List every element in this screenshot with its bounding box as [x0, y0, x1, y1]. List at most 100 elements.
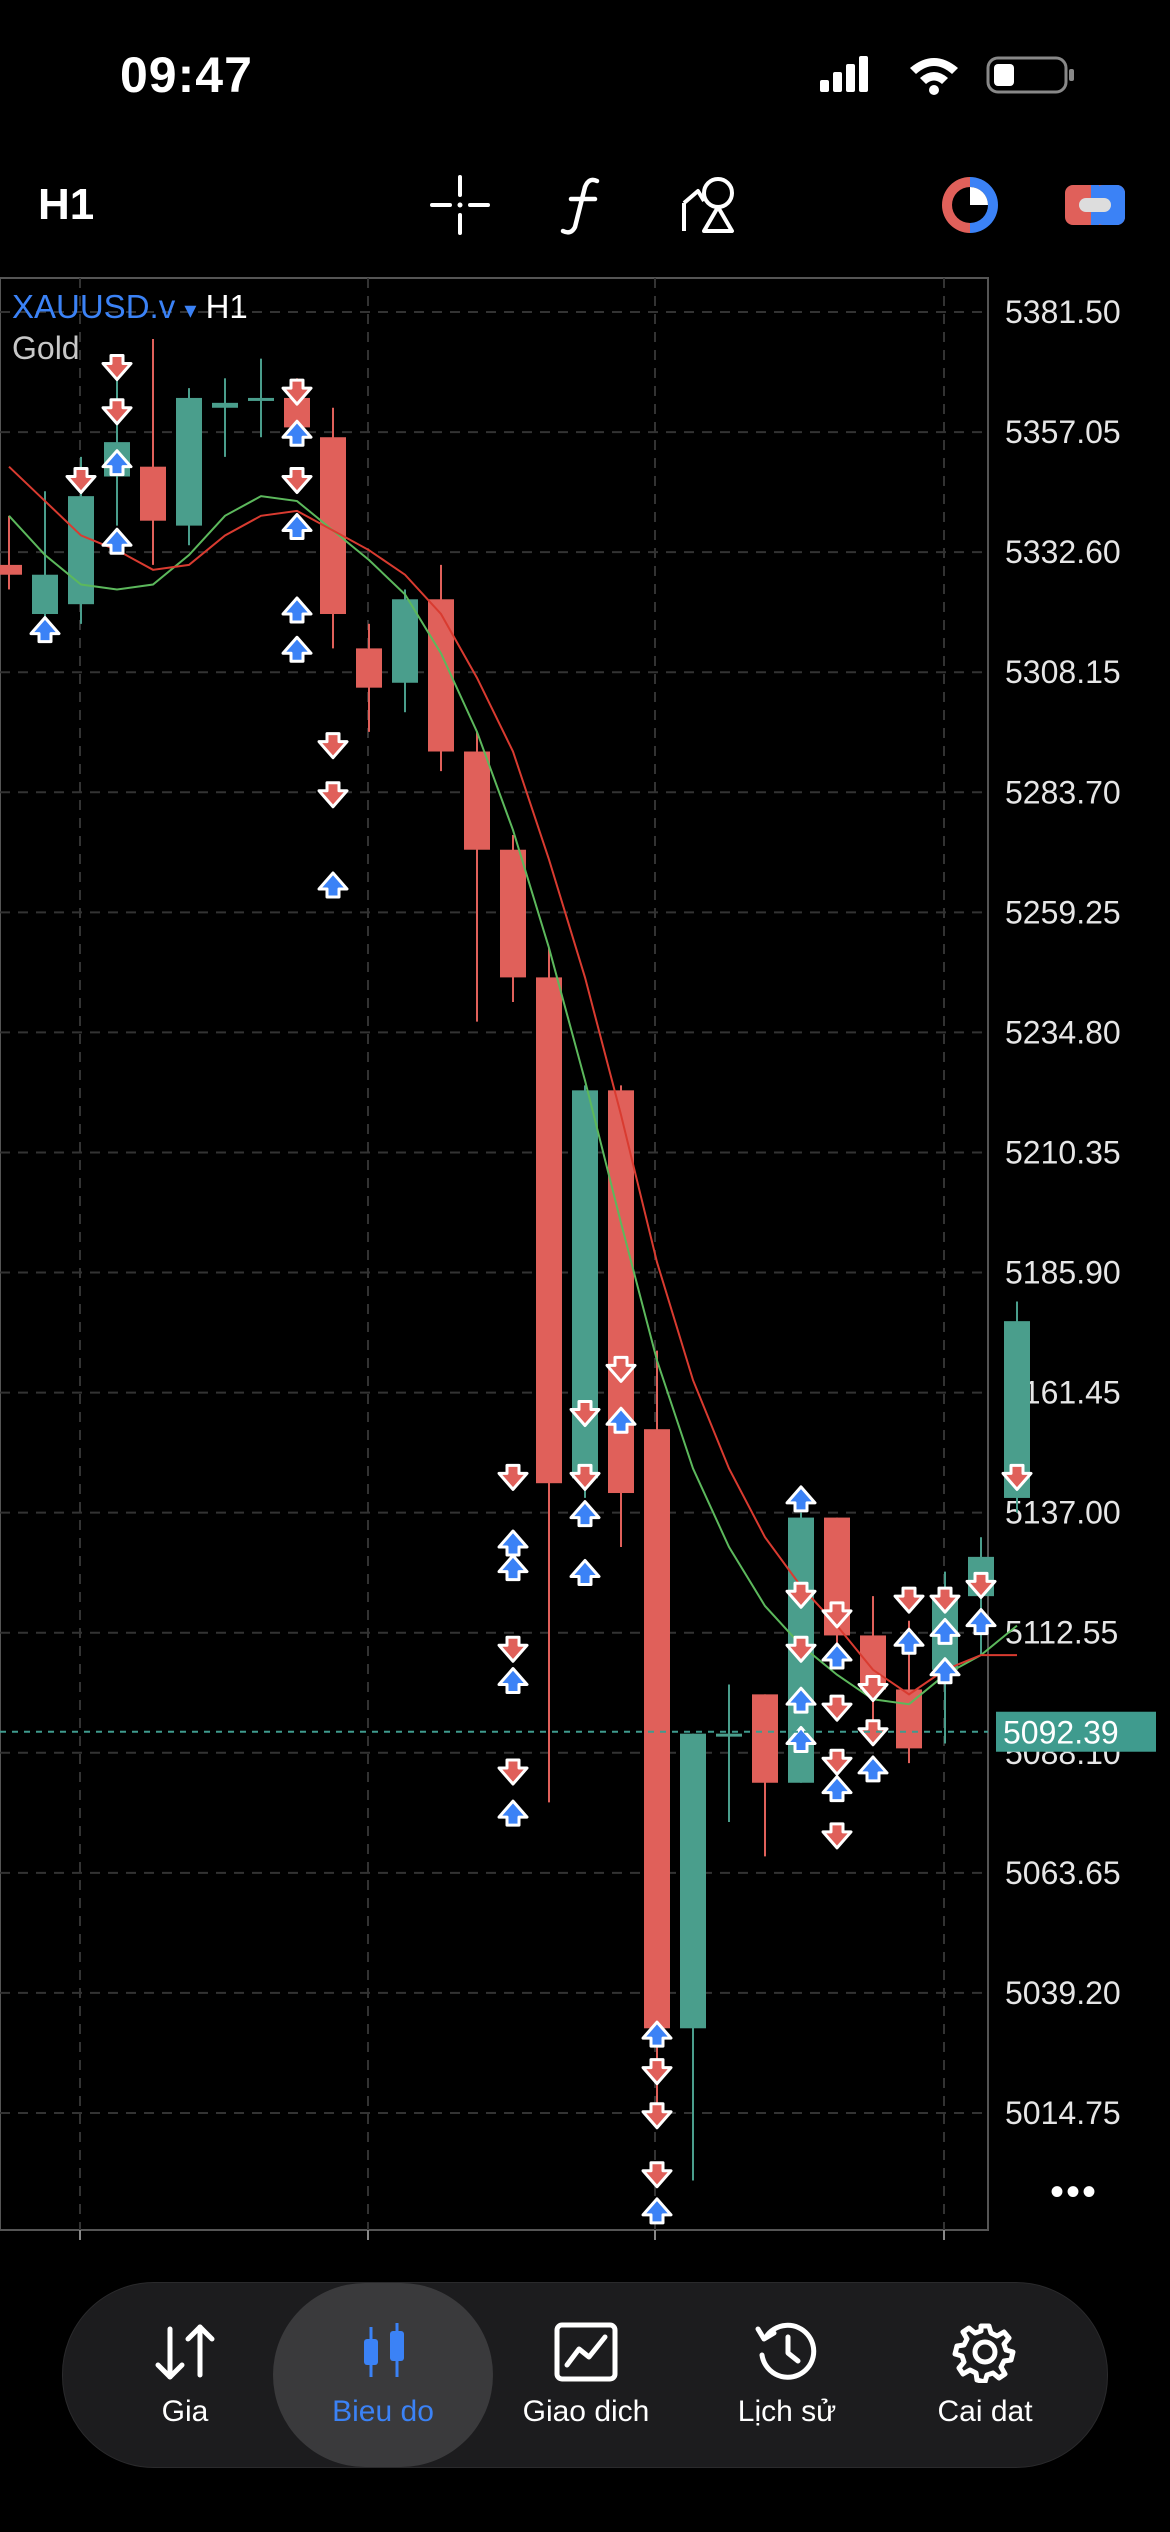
candle-body [176, 397, 202, 526]
sell-marker-icon [497, 1463, 529, 1491]
candle-body [644, 1429, 670, 2029]
candle-body [896, 1689, 922, 1749]
sell-marker-icon [497, 1635, 529, 1663]
candle-body [716, 1733, 742, 1737]
crosshair-button[interactable] [420, 170, 500, 240]
buy-marker-icon [821, 1775, 853, 1803]
buy-marker-icon [821, 1642, 853, 1670]
account-button[interactable] [1055, 170, 1135, 240]
candle-body [464, 751, 490, 850]
sell-marker-icon [65, 467, 97, 495]
sell-marker-icon [497, 1758, 529, 1786]
buy-marker-icon [569, 1559, 601, 1587]
nav-history[interactable]: Lịch sử [677, 2283, 897, 2467]
sell-marker-icon [893, 1586, 925, 1614]
buy-marker-icon [281, 513, 313, 541]
price-tick-label: 5039.20 [1005, 1975, 1121, 2011]
price-tick-label: 5014.75 [1005, 2095, 1121, 2131]
candle-body [752, 1694, 778, 1783]
current-price-badge [996, 1711, 1156, 1752]
function-icon [560, 177, 600, 235]
indicators-button[interactable] [545, 170, 625, 240]
sell-marker-icon [101, 398, 133, 426]
sell-marker-icon [641, 2058, 673, 2086]
sell-marker-icon [641, 2102, 673, 2130]
buy-marker-icon [569, 1500, 601, 1528]
sell-marker-icon [929, 1586, 961, 1614]
sell-marker-icon [857, 1719, 889, 1747]
nav-trade[interactable]: Giao dich [476, 2283, 696, 2467]
nav-quotes[interactable]: Gia [75, 2283, 295, 2467]
shapes-icon [682, 177, 734, 233]
nav-history-label: Lịch sử [737, 2395, 837, 2428]
buy-marker-icon [497, 1667, 529, 1695]
price-tick-label: 5283.70 [1005, 774, 1121, 810]
candle-body [356, 648, 382, 688]
ma-slow-line [8, 495, 1018, 1706]
more-options-icon[interactable]: ••• [1050, 2170, 1099, 2214]
symbol-description: Gold [12, 330, 80, 366]
chart-toolbar: H1 [0, 150, 1170, 270]
buy-marker-icon [929, 1657, 961, 1685]
buy-marker-icon [893, 1627, 925, 1655]
buy-marker-icon [497, 1529, 529, 1557]
plot-frame [0, 277, 989, 2231]
symbol-timeframe: H1 [205, 288, 248, 325]
gear-icon [952, 2323, 1016, 2383]
status-time: 09:47 [120, 47, 253, 103]
buy-marker-icon [317, 871, 349, 899]
buy-marker-icon [497, 1799, 529, 1827]
candlestick-icon [364, 2323, 404, 2377]
buy-marker-icon [281, 596, 313, 624]
candle-body [140, 466, 166, 521]
buy-marker-icon [497, 1554, 529, 1582]
sell-marker-icon [281, 378, 313, 406]
nav-chart[interactable]: Bieu do [273, 2283, 493, 2467]
sell-marker-icon [821, 1822, 853, 1850]
price-tick-label: 5063.65 [1005, 1855, 1121, 1891]
price-tick-label: 5332.60 [1005, 534, 1121, 570]
candle-body [212, 402, 238, 408]
symbol-dropdown-icon[interactable]: ▾ [184, 297, 197, 324]
sell-marker-icon [569, 1400, 601, 1428]
candle-body [680, 1733, 706, 2029]
signal-icon [820, 56, 868, 92]
price-tick-label: 5185.90 [1005, 1255, 1121, 1291]
sell-marker-icon [641, 2161, 673, 2189]
one-click-trading-button[interactable] [930, 170, 1010, 240]
buy-marker-icon [281, 635, 313, 663]
arrows-updown-icon [155, 2324, 215, 2380]
symbol-label[interactable]: XAUUSD.v ▾ H1 [12, 288, 248, 326]
sell-marker-icon [785, 1635, 817, 1663]
price-tick-label: 5112.55 [1005, 1615, 1118, 1651]
sell-marker-icon [569, 1463, 601, 1491]
buy-marker-icon [641, 2020, 673, 2048]
nav-quotes-label: Gia [161, 2395, 209, 2428]
bottom-navigation: Gia Bieu do Giao dich Lịch sử [62, 2282, 1108, 2468]
buy-marker-icon [101, 527, 133, 555]
candle-body [428, 599, 454, 752]
nav-settings[interactable]: Cai dat [875, 2283, 1095, 2467]
objects-button[interactable] [670, 170, 750, 240]
price-tick-label: 5137.00 [1005, 1495, 1121, 1531]
candle-body [392, 599, 418, 683]
buy-marker-icon [785, 1485, 817, 1513]
status-icons [820, 56, 1074, 95]
buy-marker-icon [785, 1686, 817, 1714]
candle-body [32, 574, 58, 615]
history-clock-icon [755, 2322, 817, 2380]
sell-marker-icon [821, 1601, 853, 1629]
price-chart[interactable]: 5381.50 5357.05 5332.60 5308.15 5283.70 5259.… [0, 275, 1170, 2240]
sell-marker-icon [785, 1581, 817, 1609]
price-tick-label: 5234.80 [1005, 1014, 1121, 1050]
sell-marker-icon [317, 732, 349, 760]
candle-body [500, 849, 526, 978]
sell-marker-icon [857, 1675, 889, 1703]
price-tick-label: 5259.25 [1005, 894, 1121, 930]
price-tick-label: 5210.35 [1005, 1134, 1121, 1170]
switch-icon [1065, 185, 1125, 225]
sell-marker-icon [965, 1571, 997, 1599]
price-tick-label: 5357.05 [1005, 414, 1121, 450]
timeframe-button[interactable]: H1 [38, 180, 95, 229]
nav-trade-label: Giao dich [522, 2395, 650, 2428]
